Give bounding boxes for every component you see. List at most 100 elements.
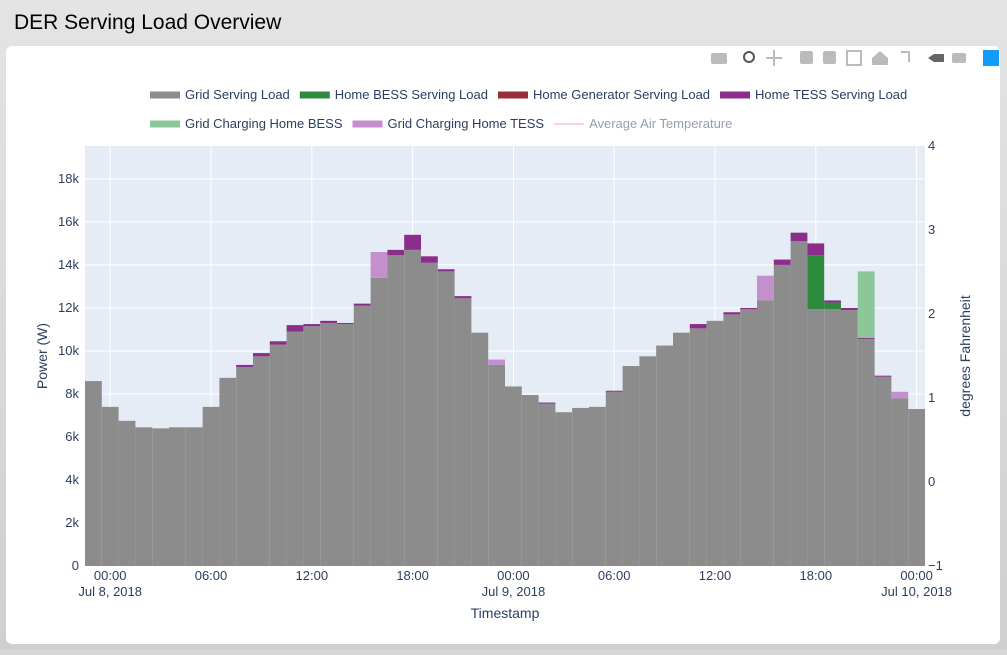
y2-tick-label: 2 (928, 306, 935, 321)
legend-swatch (150, 91, 180, 99)
bar-segment (269, 341, 287, 345)
bar-segment (370, 252, 388, 278)
x-tick-label: 00:00 Jul 10, 2018 (881, 568, 952, 599)
bar-segment (824, 300, 841, 303)
bar-segment (454, 298, 472, 566)
legend-swatch (150, 120, 180, 128)
legend-item[interactable]: Home Generator Serving Load (497, 87, 710, 102)
reset-icon[interactable] (872, 51, 888, 65)
legend-item[interactable]: Home TESS Serving Load (720, 87, 907, 102)
bar-segment (706, 320, 724, 566)
legend-label: Home BESS Serving Load (335, 87, 488, 102)
bar-segment (857, 338, 875, 340)
bar-segment (135, 427, 153, 566)
x-tick-label: 12:00 (296, 568, 329, 583)
bar-segment (488, 359, 505, 365)
bar-segment (723, 314, 741, 566)
zoom-in-icon[interactable] (800, 51, 813, 64)
y2-tick-label: −1 (928, 558, 943, 573)
bar-segment (320, 320, 337, 323)
bar-segment (421, 256, 438, 263)
zoom-out-icon[interactable] (823, 51, 836, 64)
bar-segment (572, 407, 589, 566)
x-tick-label: 06:00 (195, 568, 228, 583)
bar-segment (353, 305, 371, 566)
y-tick-label: 6k (65, 429, 79, 444)
bar-segment (891, 391, 909, 399)
legend-label: Average Air Temperature (589, 116, 732, 131)
hover-closest-icon[interactable] (928, 54, 944, 62)
y-tick-label: 4k (65, 472, 79, 487)
bar-segment (437, 269, 455, 272)
bar-segment (202, 406, 220, 566)
legend-swatch (720, 91, 751, 99)
y2-tick-label: 1 (928, 390, 935, 405)
bar-segment (337, 322, 354, 325)
x-tick-label: 06:00 (598, 568, 631, 583)
bar-segment (773, 259, 791, 265)
bar-segment (824, 309, 841, 566)
bar-segment (253, 353, 270, 357)
bar-segment (219, 377, 237, 566)
y-axis-title: Power (W) (34, 323, 50, 389)
legend: Grid Serving Load Home BESS Serving Load H… (150, 87, 907, 131)
bar-segment (555, 412, 573, 566)
bar-segment (337, 324, 354, 566)
bar-segment (521, 395, 539, 566)
spike-icon[interactable] (901, 51, 910, 62)
bar-segment (740, 307, 757, 310)
bar-segment (689, 324, 707, 329)
axes: 0 2k 4k 6k 8k 10k 12k 14k 16k 18k −1 0 1 2 3 4 00:00 Jul … (58, 138, 952, 599)
bar-segment (370, 277, 388, 566)
zoom-icon[interactable] (743, 51, 755, 63)
bar-segment (253, 356, 270, 566)
legend-item[interactable]: Home BESS Serving Load (299, 87, 488, 102)
bar-segment (622, 366, 640, 566)
x-tick-label: 18:00 (800, 568, 833, 583)
legend-item[interactable]: Grid Charging Home BESS (150, 116, 343, 131)
bar-segment (538, 403, 556, 566)
legend-label: Grid Charging Home TESS (388, 116, 545, 131)
bar-segment (320, 322, 337, 566)
bar-segment (387, 255, 405, 566)
x-tick-label: 00:00 Jul 9, 2018 (482, 568, 546, 599)
legend-item[interactable]: Grid Charging Home TESS (352, 116, 545, 131)
legend-label: Grid Serving Load (185, 87, 290, 102)
bar-segment (236, 364, 253, 368)
hover-compare-icon[interactable] (952, 53, 966, 63)
bar-segment (874, 376, 892, 566)
y-tick-label: 14k (58, 257, 79, 272)
y-tick-label: 10k (58, 343, 79, 358)
y-tick-label: 0 (72, 558, 79, 573)
page-title: DER Serving Load Overview (14, 11, 282, 34)
bar-segment (605, 391, 623, 566)
x-axis-title: Timestamp (471, 605, 540, 621)
bar-segment (85, 381, 102, 566)
camera-icon[interactable] (711, 53, 727, 64)
x-tick-label: 12:00 (699, 568, 732, 583)
bar-segment (118, 420, 136, 566)
pan-icon[interactable] (766, 50, 782, 66)
toolbar (711, 50, 999, 66)
bar-segment (286, 325, 304, 332)
bar-segment (404, 249, 421, 566)
x-tick-label: 18:00 (396, 568, 429, 583)
bar-segment (857, 271, 875, 339)
plotly-logo[interactable] (983, 50, 999, 66)
bar-segment (353, 303, 371, 306)
legend-swatch (299, 91, 330, 99)
y2-axis-title: degrees Fahrenheit (957, 295, 973, 417)
bar-segment (807, 243, 825, 256)
autoscale-icon[interactable] (846, 50, 862, 66)
bar-segment (303, 326, 321, 566)
legend-item[interactable]: Average Air Temperature (554, 116, 732, 131)
bar-segment (421, 262, 438, 566)
bar-segment (538, 402, 556, 404)
legend-item[interactable]: Grid Serving Load (150, 87, 290, 102)
bar-segment (841, 307, 858, 311)
bar-segment (505, 386, 522, 566)
bar-segment (185, 427, 203, 566)
bar-segment (236, 367, 253, 566)
bar-segment (824, 302, 841, 310)
bar-segment (857, 339, 875, 566)
